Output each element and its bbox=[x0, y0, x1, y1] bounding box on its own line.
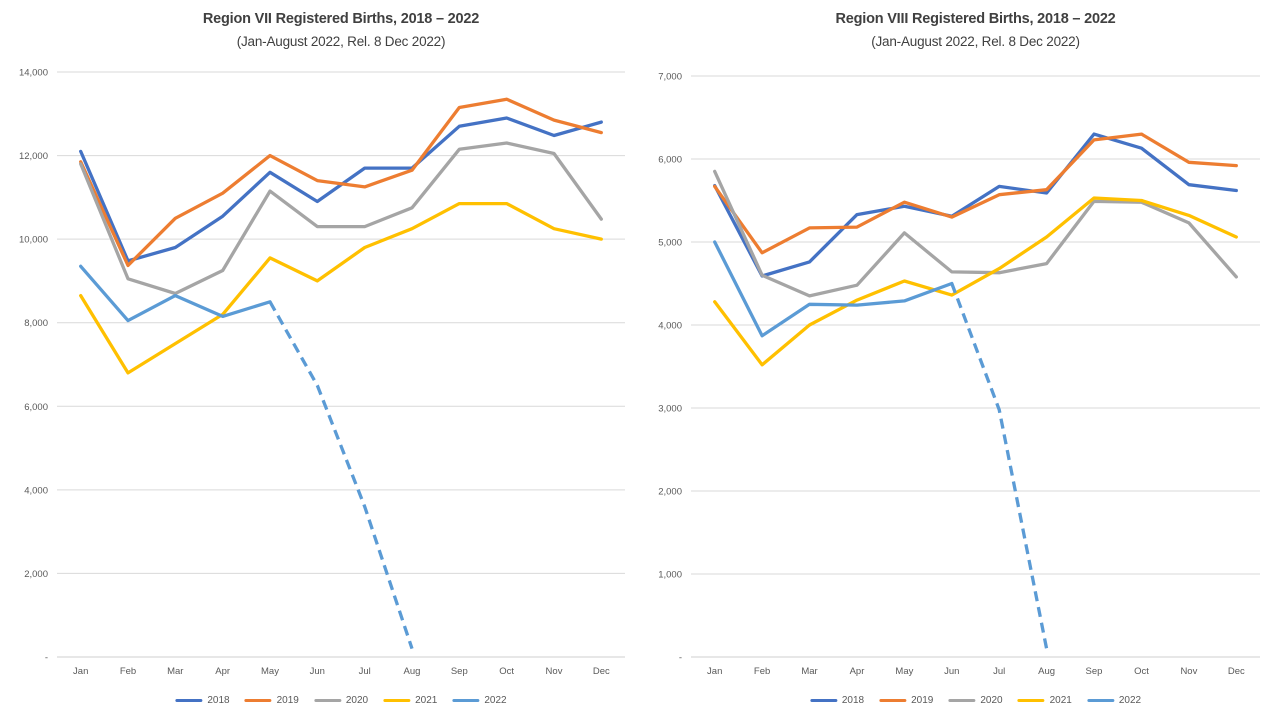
series-line-2022-provisional bbox=[950, 282, 1049, 650]
series-line-2021 bbox=[79, 201, 603, 375]
x-axis-tick-label: Nov bbox=[1180, 666, 1197, 677]
y-axis-tick-label: 10,000 bbox=[19, 235, 48, 246]
legend-line-swatch bbox=[879, 698, 907, 703]
series-line-2021 bbox=[713, 196, 1238, 367]
legend-label: 2020 bbox=[980, 695, 1003, 706]
y-axis-tick-label: 4,000 bbox=[24, 485, 48, 496]
series-line-2019 bbox=[79, 97, 603, 268]
legend-label: 2021 bbox=[415, 695, 438, 706]
chart-subtitle-region-viii: (Jan-August 2022, Rel. 8 Dec 2022) bbox=[871, 34, 1080, 49]
series-line-2022 bbox=[713, 240, 954, 338]
legend-label: 2018 bbox=[841, 695, 865, 706]
series-line-2022 bbox=[79, 264, 272, 323]
x-axis-tick-label: Mar bbox=[801, 666, 817, 677]
x-axis-tick-label: Jun bbox=[944, 666, 959, 677]
x-axis-tick-label: Apr bbox=[215, 666, 230, 677]
x-axis-tick-label: Dec bbox=[593, 666, 610, 677]
x-axis-tick-label: Jul bbox=[359, 666, 371, 677]
x-axis-tick-label: Apr bbox=[850, 666, 865, 677]
x-axis-tick-label: May bbox=[895, 666, 913, 677]
y-axis-tick-label: 8,000 bbox=[24, 318, 48, 329]
y-axis-tick-label: 4,000 bbox=[658, 321, 682, 332]
chart-panel-region-vii: Region VII Registered Births, 2018 – 202… bbox=[18, 11, 625, 706]
chart-subtitle-region-vii: (Jan-August 2022, Rel. 8 Dec 2022) bbox=[236, 34, 446, 49]
y-axis-tick-label: 6,000 bbox=[658, 155, 682, 166]
x-axis-tick-label: Sep bbox=[451, 666, 468, 677]
legend-line-swatch bbox=[1017, 698, 1045, 703]
legend-item-2022: 2022 bbox=[1086, 695, 1142, 706]
legend-item-2022: 2022 bbox=[452, 695, 507, 706]
legend-label: 2021 bbox=[1049, 695, 1072, 706]
legend-item-2018: 2018 bbox=[809, 695, 865, 706]
x-axis-tick-label: Nov bbox=[546, 666, 563, 677]
legend-line-swatch bbox=[809, 698, 837, 703]
legend-line-swatch bbox=[948, 698, 976, 703]
y-axis-tick-label: 12,000 bbox=[19, 151, 48, 162]
x-axis-tick-label: Mar bbox=[167, 666, 183, 677]
legend-label: 2020 bbox=[345, 695, 369, 706]
chart-panel-region-viii: Region VIII Registered Births, 2018 – 20… bbox=[640, 0, 1280, 720]
legend-line-swatch bbox=[175, 698, 203, 703]
x-axis-tick-label: Jan bbox=[73, 666, 88, 677]
x-axis-tick-label: Oct bbox=[499, 666, 514, 677]
series-line-2020 bbox=[79, 141, 603, 296]
chart-title-region-vii: Region VII Registered Births, 2018 – 202… bbox=[202, 11, 480, 27]
x-axis-tick-label: Sep bbox=[1086, 666, 1103, 677]
y-axis-tick-label: 5,000 bbox=[658, 238, 682, 249]
legend-label: 2022 bbox=[484, 695, 507, 706]
legend-item-2019: 2019 bbox=[244, 695, 299, 706]
y-axis-tick-label: 7,000 bbox=[658, 72, 682, 83]
legend-item-2020: 2020 bbox=[313, 695, 369, 706]
x-axis-tick-label: Oct bbox=[1134, 666, 1149, 677]
y-axis-tick-label: - bbox=[679, 653, 682, 664]
y-axis-tick-label: 2,000 bbox=[24, 569, 48, 580]
legend-line-swatch bbox=[452, 698, 480, 703]
y-axis-tick-label: - bbox=[45, 653, 48, 664]
legend-line-swatch bbox=[1086, 698, 1114, 703]
x-axis-tick-label: Dec bbox=[1228, 666, 1245, 677]
y-axis-tick-label: 2,000 bbox=[658, 487, 682, 498]
x-axis-tick-label: Jul bbox=[993, 666, 1005, 677]
chart-title-region-viii: Region VIII Registered Births, 2018 – 20… bbox=[835, 11, 1116, 27]
legend-line-swatch bbox=[383, 698, 411, 703]
legend-label: 2019 bbox=[276, 695, 299, 706]
series-line-2019 bbox=[713, 132, 1238, 255]
y-axis-tick-label: 6,000 bbox=[24, 402, 48, 413]
legend-line-swatch bbox=[313, 698, 341, 703]
legend-label: 2018 bbox=[207, 695, 230, 706]
chart-legend-region-viii: 2018 2019 2020 2021 2022 bbox=[809, 695, 1142, 706]
x-axis-tick-label: Jun bbox=[310, 666, 325, 677]
x-axis-tick-label: Feb bbox=[120, 666, 136, 677]
x-axis-tick-label: Aug bbox=[404, 666, 421, 677]
series-line-2020 bbox=[713, 169, 1238, 298]
legend-item-2021: 2021 bbox=[1017, 695, 1072, 706]
y-axis-tick-label: 3,000 bbox=[658, 404, 682, 415]
x-axis-tick-label: Jan bbox=[707, 666, 722, 677]
series-line-2022-provisional bbox=[268, 300, 414, 650]
x-axis-tick-label: Aug bbox=[1038, 666, 1055, 677]
series-line-2018 bbox=[713, 132, 1238, 278]
legend-item-2018: 2018 bbox=[175, 695, 230, 706]
legend-label: 2019 bbox=[911, 695, 934, 706]
line-chart-region-viii: - 1,000 2,000 3,000 4,000 5,000 6,000 7,000 Jan F… bbox=[658, 72, 1260, 677]
legend-item-2019: 2019 bbox=[879, 695, 933, 706]
legend-label: 2022 bbox=[1118, 695, 1142, 706]
legend-item-2021: 2021 bbox=[383, 695, 437, 706]
legend-item-2020: 2020 bbox=[948, 695, 1003, 706]
y-axis-tick-label: 1,000 bbox=[658, 570, 682, 581]
x-axis-tick-label: May bbox=[261, 666, 279, 677]
x-axis-tick-label: Feb bbox=[754, 666, 770, 677]
line-chart-region-vii: - 2,000 4,000 6,000 8,000 10,000 12,000 14,000 J… bbox=[19, 68, 625, 677]
legend-line-swatch bbox=[244, 698, 272, 703]
chart-legend-region-vii: 2018 2019 2020 2021 2022 bbox=[175, 695, 507, 706]
y-axis-tick-label: 14,000 bbox=[19, 68, 48, 79]
